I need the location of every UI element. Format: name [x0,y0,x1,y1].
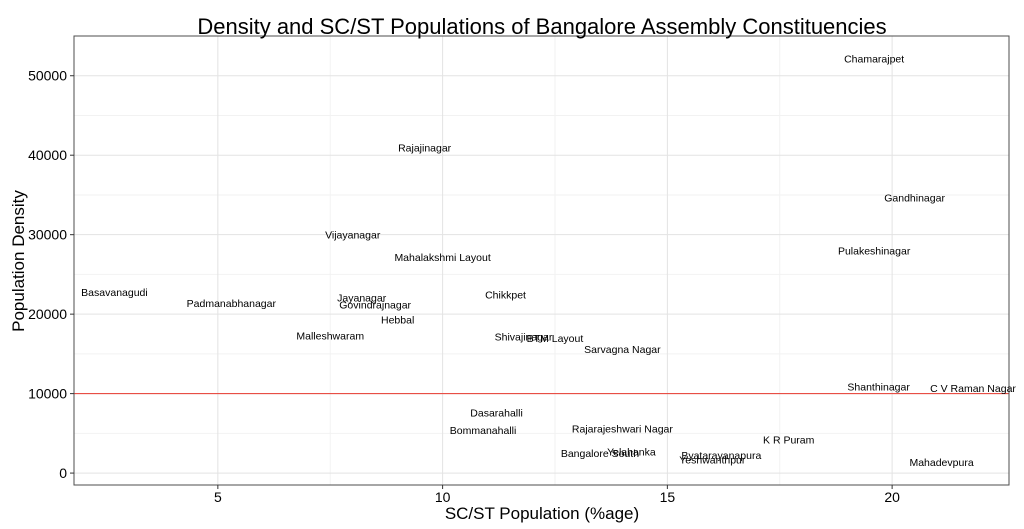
data-point-label: Padmanabhanagar [187,298,277,310]
y-tick-label: 0 [59,465,67,481]
data-point-label: Govindrajnagar [339,300,411,312]
x-axis-title: SC/ST Population (%age) [445,504,639,523]
y-tick-label: 20000 [28,306,67,322]
data-point-label: Byatarayanapura [681,450,761,462]
data-point-label: C V Raman Nagar [930,383,1016,395]
x-tick-label: 20 [884,489,900,505]
y-axis-title: Population Density [9,190,28,332]
y-tick-label: 10000 [28,386,67,402]
data-point-label: Yeshwanthpur [679,455,746,467]
x-tick-label: 15 [660,489,676,505]
data-point-label: Bangalore South [561,448,639,460]
data-point-label: Vijayanagar [325,230,381,242]
data-point-label: Shivajinagar [495,331,553,343]
data-point-label: Bommanahalli [450,425,517,437]
x-tick-label: 10 [435,489,451,505]
y-tick-label: 30000 [28,227,67,243]
data-point-label: Pulakeshinagar [838,246,911,258]
data-point-label: Jayanagar [337,292,387,304]
y-tick-label: 50000 [28,68,67,84]
data-point-label: Shanthinagar [847,381,910,393]
plot-panel-border [73,35,1010,486]
x-tick-label: 5 [214,489,222,505]
chart-title: Density and SC/ST Populations of Bangalo… [197,14,886,39]
data-point-label: Mahadevpura [909,457,973,469]
data-point-label: Chikkpet [485,289,526,301]
data-point-label: Mahalakshmi Layout [394,252,490,264]
data-point-label: Rajarajeshwari Nagar [572,424,673,436]
data-points: Chamarajpet Rajajinagar Gandhinagar Vijayan… [81,53,1016,469]
data-point-label: Dasarahalli [470,408,523,420]
data-point-label: Sarvagna Nagar [584,344,661,356]
data-point-label: Hebbal [381,315,414,327]
x-axis: 5 10 15 20 [214,485,900,505]
y-tick-label: 40000 [28,147,67,163]
data-point-label: Rajajinagar [398,142,452,154]
data-point-label: Basavanagudi [81,287,148,299]
data-point-label: Gandhinagar [884,192,945,204]
data-point-label: K R Puram [763,435,815,447]
y-axis: 0 10000 20000 30000 40000 50000 [28,68,74,481]
data-point-label: Chamarajpet [844,53,904,65]
data-point-label: Malleshwaram [296,331,364,343]
data-point-label: BTM Layout [527,333,584,345]
data-point-label: Yelahanka [607,447,656,459]
